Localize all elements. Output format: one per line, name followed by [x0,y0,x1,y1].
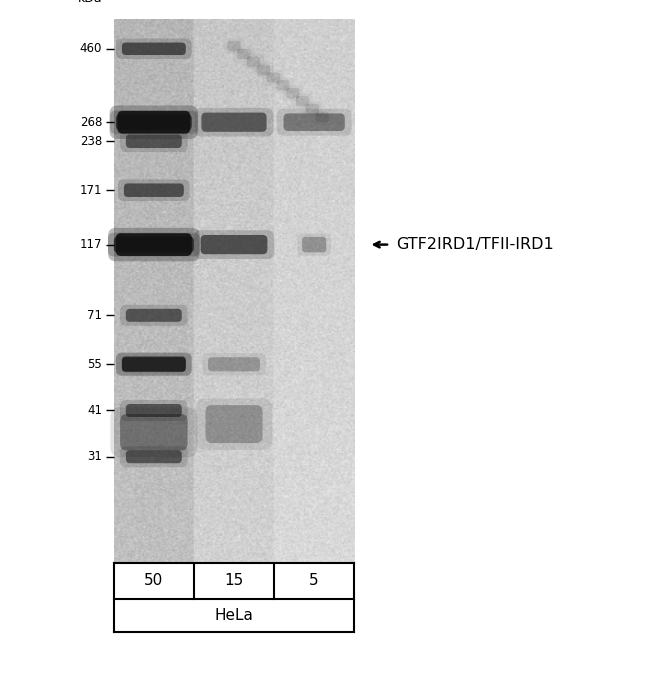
FancyBboxPatch shape [108,233,200,257]
FancyBboxPatch shape [124,183,184,197]
FancyBboxPatch shape [266,72,280,83]
FancyBboxPatch shape [296,96,309,106]
FancyBboxPatch shape [116,353,192,376]
FancyBboxPatch shape [306,104,319,114]
FancyBboxPatch shape [208,357,260,371]
FancyBboxPatch shape [286,88,300,98]
FancyBboxPatch shape [237,49,250,59]
FancyBboxPatch shape [122,357,186,371]
FancyBboxPatch shape [116,38,192,59]
FancyBboxPatch shape [196,398,272,450]
FancyBboxPatch shape [194,108,274,137]
FancyBboxPatch shape [202,113,266,132]
FancyBboxPatch shape [126,309,182,321]
FancyBboxPatch shape [120,131,188,152]
FancyBboxPatch shape [201,235,267,254]
FancyBboxPatch shape [108,228,200,262]
Text: 31: 31 [87,450,102,463]
FancyBboxPatch shape [277,109,352,135]
FancyBboxPatch shape [118,111,190,133]
Text: kDa: kDa [77,0,102,5]
Text: 238: 238 [80,135,102,148]
Text: 55: 55 [87,358,102,371]
FancyBboxPatch shape [122,42,186,55]
FancyBboxPatch shape [126,404,182,417]
FancyBboxPatch shape [316,112,329,122]
FancyBboxPatch shape [120,400,188,421]
FancyBboxPatch shape [257,65,270,75]
FancyBboxPatch shape [120,414,188,450]
FancyBboxPatch shape [126,450,182,463]
FancyBboxPatch shape [126,135,182,148]
FancyBboxPatch shape [122,357,186,372]
Text: 71: 71 [87,309,102,321]
FancyBboxPatch shape [247,57,260,67]
FancyBboxPatch shape [302,237,326,252]
Text: 15: 15 [224,574,244,588]
FancyBboxPatch shape [205,405,263,443]
FancyBboxPatch shape [120,446,188,467]
Text: 117: 117 [79,238,102,251]
FancyBboxPatch shape [116,353,192,375]
FancyBboxPatch shape [116,233,192,256]
FancyBboxPatch shape [110,111,198,134]
FancyBboxPatch shape [297,233,331,255]
FancyBboxPatch shape [111,407,198,457]
FancyBboxPatch shape [276,80,290,90]
FancyBboxPatch shape [283,113,344,131]
FancyBboxPatch shape [114,237,194,253]
FancyBboxPatch shape [118,179,190,201]
FancyBboxPatch shape [110,105,198,139]
Text: 460: 460 [80,42,102,55]
Text: 41: 41 [87,404,102,417]
FancyBboxPatch shape [202,353,266,375]
FancyBboxPatch shape [227,41,240,51]
Text: 268: 268 [80,116,102,129]
Text: 5: 5 [309,574,319,588]
Text: GTF2IRD1/TFII-IRD1: GTF2IRD1/TFII-IRD1 [396,237,554,252]
Text: 171: 171 [79,184,102,197]
FancyBboxPatch shape [116,115,192,130]
FancyBboxPatch shape [120,305,188,326]
FancyBboxPatch shape [194,231,274,259]
Text: 50: 50 [144,574,163,588]
Text: HeLa: HeLa [214,608,254,623]
